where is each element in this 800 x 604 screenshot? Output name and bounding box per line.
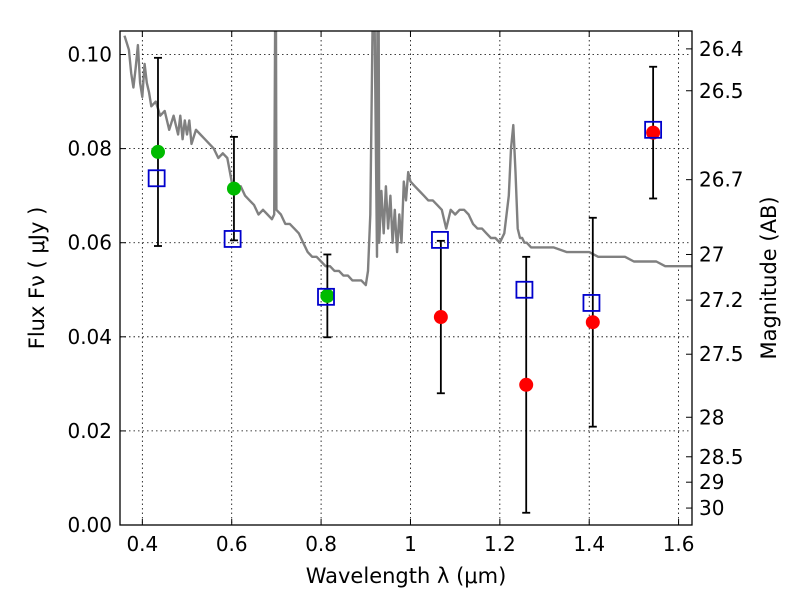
right-tick-label: 28.5 [699,445,744,469]
model-square [644,120,663,139]
y-tick-label: 0.06 [67,231,112,255]
model-square [147,169,166,188]
model-square [317,287,335,306]
observed-point-red [433,310,448,325]
x-tick-label: 0.6 [216,532,248,556]
right-tick-label: 29 [699,470,724,494]
model-spectrum-line [123,31,692,287]
model-spectrum-layer [123,31,692,287]
model-square [515,280,534,299]
x-tick-label: 0.4 [126,532,158,556]
right-tick-label: 30 [699,496,724,520]
grid [120,31,692,526]
y-axis-label: Flux Fν ( μJy ) [25,207,49,350]
y-tick-label: 0.04 [67,325,112,349]
model-square [223,230,242,248]
x-tick-label: 1.4 [573,532,605,556]
right-tick-label: 27.5 [699,342,744,366]
observed-point-red [519,377,534,392]
observed-point-red [646,125,661,140]
right-tick-label: 26.7 [699,168,744,192]
data-points-layer [147,56,663,514]
observed-point-red [585,315,600,330]
observed-point-green [226,181,241,196]
model-square [582,294,601,312]
observed-point-green [320,288,335,303]
y-tick-label: 0.10 [67,43,112,67]
y-tick-label: 0.00 [67,513,112,537]
right-tick-label: 26.4 [699,37,744,61]
right-tick-label: 28 [699,405,724,429]
y-tick-label: 0.08 [67,137,112,161]
right-tick-label: 27 [699,242,724,266]
right-tick-label: 26.5 [699,79,744,103]
y-axis-right-label: Magnitude (AB) [757,196,781,359]
x-tick-label: 1.2 [484,532,516,556]
y-tick-label: 0.02 [67,419,112,443]
x-tick-label: 1 [404,532,417,556]
plot-frame [119,30,693,526]
model-square [431,230,449,249]
x-tick-label: 1.6 [663,532,695,556]
axis-ticks: 0.4 0.6 0.8 1 1.2 1.4 1.6 0.00 0.02 0.04 0.06 0.08 0… [67,31,744,556]
x-tick-label: 0.8 [305,532,337,556]
observed-point-green [150,144,165,159]
right-tick-label: 27.2 [699,288,744,312]
x-axis-label: Wavelength λ (μm) [306,564,507,588]
